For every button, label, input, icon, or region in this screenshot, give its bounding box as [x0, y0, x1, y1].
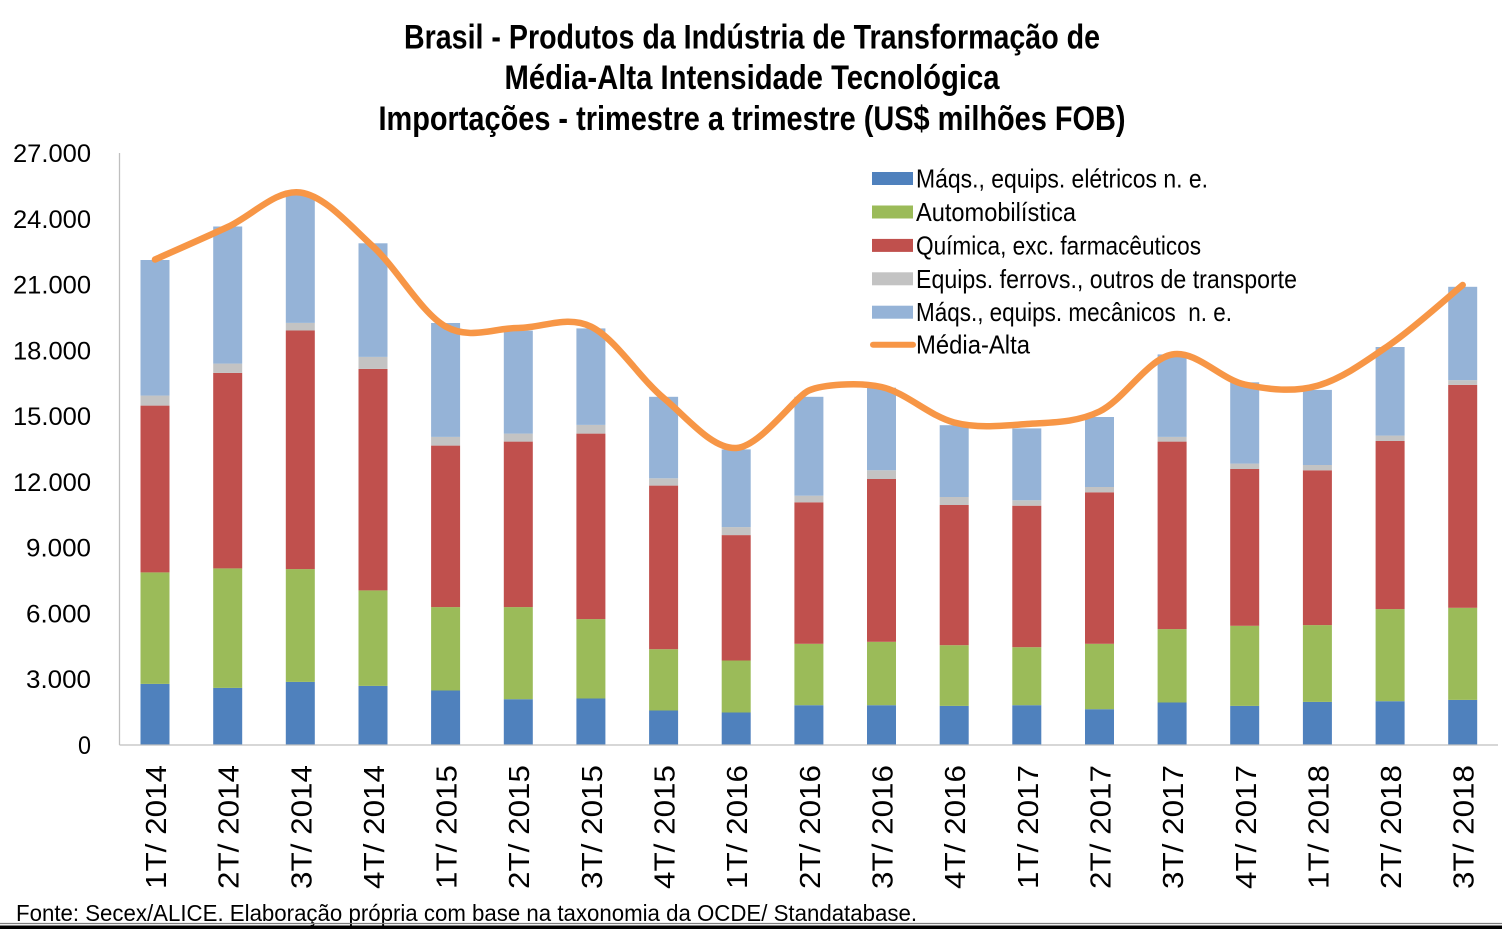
- svg-text:2T/ 2016: 2T/ 2016: [795, 765, 827, 889]
- svg-text:15.000: 15.000: [13, 403, 91, 431]
- svg-text:24.000: 24.000: [13, 206, 91, 234]
- svg-text:Média-Alta: Média-Alta: [916, 330, 1030, 360]
- svg-text:9.000: 9.000: [26, 535, 91, 563]
- svg-text:Máqs., equips. elétricos n. e.: Máqs., equips. elétricos n. e.: [916, 164, 1208, 194]
- svg-text:21.000: 21.000: [13, 272, 91, 300]
- svg-text:4T/ 2017: 4T/ 2017: [1231, 765, 1263, 889]
- svg-text:Química, exc. farmacêuticos: Química, exc. farmacêuticos: [916, 230, 1201, 260]
- svg-text:1T/ 2014: 1T/ 2014: [141, 765, 173, 889]
- svg-text:0: 0: [78, 732, 91, 760]
- svg-text:Média-Alta Intensidade Tecnoló: Média-Alta Intensidade Tecnológica: [505, 59, 1001, 97]
- svg-text:1T/ 2017: 1T/ 2017: [1013, 765, 1045, 889]
- svg-text:Importações - trimestre a trim: Importações - trimestre a trimestre (US$…: [379, 100, 1126, 138]
- svg-text:4T/ 2014: 4T/ 2014: [359, 765, 391, 889]
- svg-text:18.000: 18.000: [13, 337, 91, 365]
- svg-text:12.000: 12.000: [13, 469, 91, 497]
- svg-text:1T/ 2015: 1T/ 2015: [432, 765, 464, 889]
- svg-text:1T/ 2018: 1T/ 2018: [1303, 765, 1335, 889]
- svg-text:3.000: 3.000: [26, 666, 91, 694]
- svg-text:27.000: 27.000: [13, 140, 91, 168]
- svg-text:2T/ 2015: 2T/ 2015: [504, 765, 536, 889]
- svg-text:2T/ 2014: 2T/ 2014: [214, 765, 246, 889]
- svg-text:Fonte: Secex/ALICE. Elaboração: Fonte: Secex/ALICE. Elaboração própria c…: [16, 900, 917, 926]
- svg-text:Brasil - Produtos da Indústria: Brasil - Produtos da Indústria de Transf…: [404, 19, 1100, 57]
- svg-text:3T/ 2017: 3T/ 2017: [1158, 765, 1190, 889]
- svg-text:Máqs., equips. mecânicos n. e: Máqs., equips. mecânicos n. e.: [916, 297, 1232, 327]
- svg-text:1T/ 2016: 1T/ 2016: [722, 765, 754, 889]
- svg-text:2T/ 2018: 2T/ 2018: [1376, 765, 1408, 889]
- svg-text:4T/ 2015: 4T/ 2015: [650, 765, 682, 889]
- svg-text:3T/ 2015: 3T/ 2015: [577, 765, 609, 889]
- svg-text:Equips. ferrovs., outros de tr: Equips. ferrovs., outros de transporte: [916, 264, 1297, 294]
- svg-text:2T/ 2017: 2T/ 2017: [1086, 765, 1118, 889]
- svg-text:3T/ 2016: 3T/ 2016: [868, 765, 900, 889]
- svg-text:3T/ 2018: 3T/ 2018: [1449, 765, 1481, 889]
- svg-text:3T/ 2014: 3T/ 2014: [286, 765, 318, 889]
- svg-text:Automobilística: Automobilística: [916, 197, 1076, 227]
- svg-text:6.000: 6.000: [26, 600, 91, 628]
- svg-text:4T/ 2016: 4T/ 2016: [940, 765, 972, 889]
